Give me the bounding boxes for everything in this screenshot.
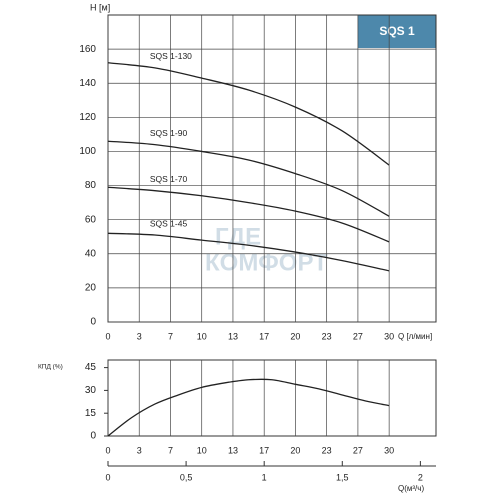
x-tick-label: 30	[384, 445, 394, 455]
x-tick-label: 13	[228, 331, 238, 341]
x2-axis-label: Q(м³/ч)	[398, 484, 424, 493]
badge: SQS 1	[379, 24, 415, 38]
x-tick-label: 17	[259, 445, 269, 455]
x-tick-label: 0	[105, 445, 110, 455]
y-tick-label: 140	[79, 78, 96, 89]
x2-tick-label: 1,5	[336, 472, 349, 482]
x-tick-label: 30	[384, 331, 394, 341]
y-tick-label: 30	[85, 385, 97, 396]
curve	[107, 140, 390, 217]
x-tick-label: 13	[228, 445, 238, 455]
plot-frame	[107, 359, 437, 437]
x-tick-label: 7	[168, 331, 173, 341]
x-tick-label: 17	[259, 331, 269, 341]
y-tick-label: 120	[79, 112, 96, 123]
x-tick-label: 23	[322, 445, 332, 455]
y-tick-label: 0	[90, 317, 96, 328]
y-axis-label: КПД (%)	[38, 364, 63, 371]
curve-label: SQS 1-70	[150, 174, 188, 184]
y-tick-label: 40	[85, 248, 97, 259]
curve	[107, 186, 390, 243]
x-tick-label: 20	[290, 445, 300, 455]
curve-label: SQS 1-45	[150, 218, 188, 228]
x-tick-label: 7	[168, 445, 173, 455]
x-tick-label: 20	[290, 331, 300, 341]
curve	[107, 378, 390, 437]
y-tick-label: 100	[79, 146, 96, 157]
curve	[107, 62, 390, 166]
x2-tick-label: 0,5	[180, 472, 193, 482]
y-tick-label: 160	[79, 44, 96, 55]
x-tick-label: 10	[197, 445, 207, 455]
curve-label: SQS 1-130	[150, 51, 192, 61]
x-tick-label: 3	[137, 445, 142, 455]
x-tick-label: 3	[137, 331, 142, 341]
x-tick-label: 27	[353, 445, 363, 455]
x-tick-label: 27	[353, 331, 363, 341]
y-axis-label: H [м]	[90, 2, 110, 12]
x-tick-label: 23	[322, 331, 332, 341]
x2-tick-label: 2	[418, 472, 423, 482]
curve	[107, 232, 390, 272]
x-tick-label: 0	[105, 331, 110, 341]
y-tick-label: 20	[85, 283, 97, 294]
y-tick-label: 15	[85, 408, 97, 419]
x2-tick-label: 0	[105, 472, 110, 482]
y-tick-label: 0	[90, 431, 96, 442]
y-tick-label: 45	[85, 362, 97, 373]
x-tick-label: 10	[197, 331, 207, 341]
x2-tick-label: 1	[262, 472, 267, 482]
badge-box	[358, 15, 436, 48]
x-axis-label: Q [л/мин]	[398, 332, 432, 341]
watermark: КОМФОРТ	[205, 249, 328, 276]
curve-label: SQS 1-90	[150, 128, 188, 138]
y-tick-label: 60	[85, 214, 97, 225]
y-tick-label: 80	[85, 180, 97, 191]
